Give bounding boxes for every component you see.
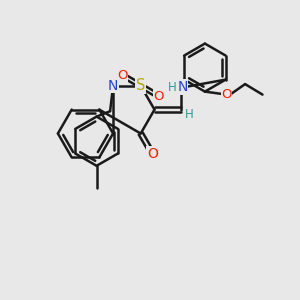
Text: O: O [147,147,158,161]
Text: N: N [177,80,188,94]
Text: O: O [117,69,128,82]
Text: O: O [221,88,232,101]
Text: H: H [185,108,194,121]
Text: S: S [136,78,146,93]
Text: H: H [168,81,177,94]
Text: O: O [154,90,164,103]
Text: N: N [108,79,118,93]
